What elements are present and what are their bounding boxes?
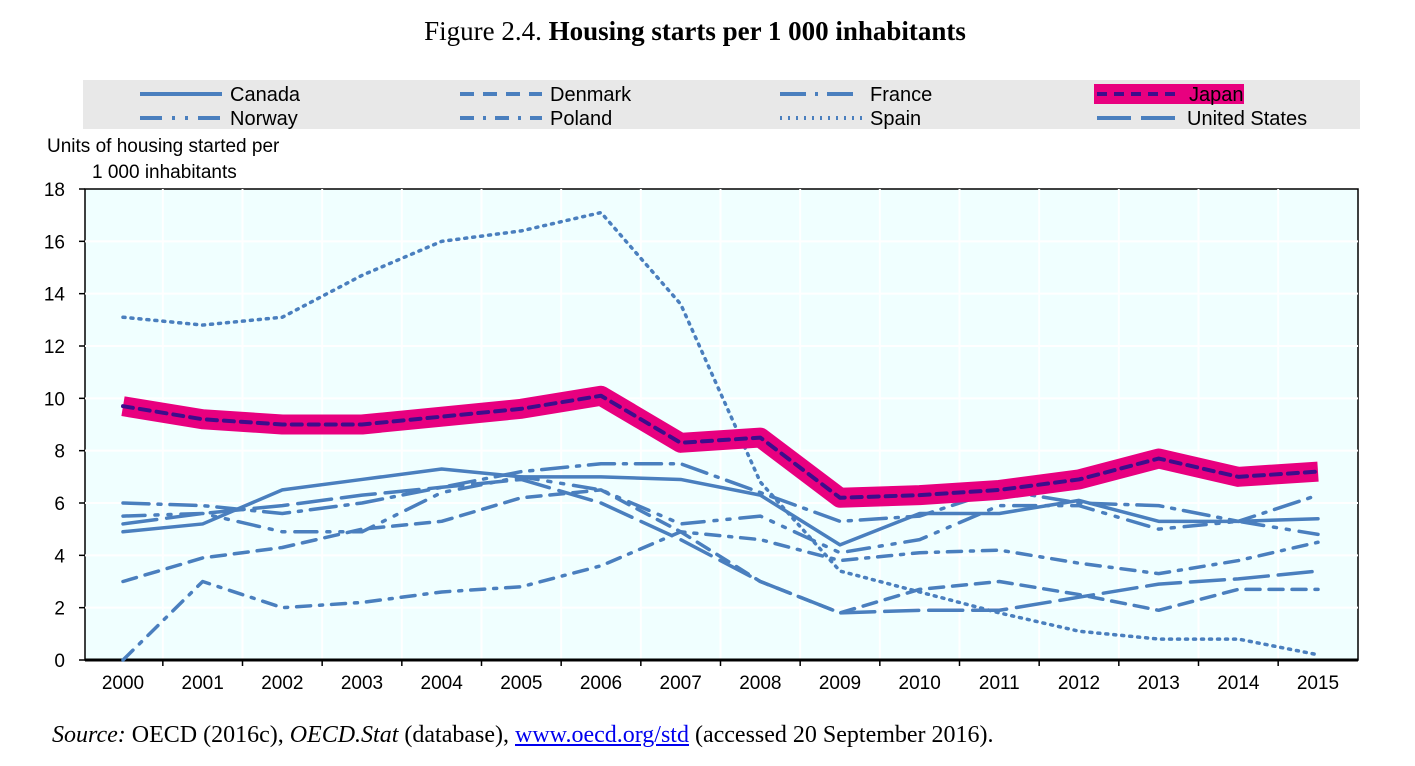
legend-label: Canada xyxy=(230,84,301,106)
y-tick-label: 8 xyxy=(54,442,65,463)
x-tick-label: 2012 xyxy=(1058,673,1100,694)
x-tick-label: 2009 xyxy=(819,673,861,694)
x-tick-label: 2001 xyxy=(182,673,224,694)
legend-label: Denmark xyxy=(550,84,632,106)
source-db: OECD.Stat xyxy=(289,722,399,748)
legend-item-spain: Spain xyxy=(780,108,921,130)
x-tick-label: 2002 xyxy=(261,673,303,694)
source-text: OECD (2016c), xyxy=(125,722,290,748)
legend-item-poland: Poland xyxy=(460,108,612,130)
series-norway-line xyxy=(121,475,1320,555)
series-united-states-line xyxy=(121,477,1320,615)
legend-item-japan: Japan xyxy=(1094,84,1244,106)
legend-item-france: France xyxy=(780,84,932,106)
series-poland-line xyxy=(121,530,1320,662)
series-canada-line xyxy=(121,467,1320,547)
y-tick-label: 2 xyxy=(54,599,65,620)
x-tick-label: 2015 xyxy=(1297,673,1339,694)
y-tick-label: 12 xyxy=(44,337,65,358)
y-tick-label: 0 xyxy=(54,651,65,672)
source-text: (accessed 20 September 2016). xyxy=(688,722,994,748)
legend-label: Norway xyxy=(230,108,298,130)
legend-label: Japan xyxy=(1189,84,1244,106)
y-tick-label: 14 xyxy=(44,285,66,306)
y-tick-label: 4 xyxy=(54,546,65,567)
x-tick-label: 2000 xyxy=(102,673,144,694)
y-tick-label: 6 xyxy=(54,494,65,515)
x-tick-label: 2004 xyxy=(421,673,464,694)
legend-item-canada: Canada xyxy=(140,84,301,106)
x-tick-label: 2005 xyxy=(500,673,542,694)
x-tick-label: 2014 xyxy=(1217,673,1260,694)
series-france-line xyxy=(121,462,1320,524)
source-text: (database), xyxy=(398,722,515,748)
y-tick-label: 18 xyxy=(44,180,65,201)
figure-label: Figure 2.4. xyxy=(424,16,542,46)
legend-label: Poland xyxy=(550,108,612,130)
x-tick-label: 2003 xyxy=(341,673,383,694)
chart-title: Figure 2.4. Housing starts per 1 000 inh… xyxy=(0,16,1390,47)
x-tick-label: 2011 xyxy=(979,673,1020,694)
y-axis-label: Units of housing started per xyxy=(47,136,280,157)
series-japan-line xyxy=(121,393,1320,500)
legend-item-norway: Norway xyxy=(140,108,298,130)
y-tick-label: 10 xyxy=(44,389,65,410)
legend-label: France xyxy=(870,84,932,106)
x-tick-label: 2006 xyxy=(580,673,622,694)
legend-label: Spain xyxy=(870,108,921,130)
title-text: Housing starts per 1 000 inhabitants xyxy=(548,16,966,46)
source-link[interactable]: www.oecd.org/std xyxy=(515,722,689,748)
legend-item-denmark: Denmark xyxy=(460,84,632,106)
series-denmark-line xyxy=(121,488,1320,615)
y-axis-label: 1 000 inhabitants xyxy=(92,162,237,183)
x-tick-label: 2010 xyxy=(899,673,941,694)
legend-item-united-states: United States xyxy=(1097,108,1307,130)
x-tick-label: 2008 xyxy=(739,673,781,694)
legend-label: United States xyxy=(1187,108,1307,130)
source-note: Source: OECD (2016c), OECD.Stat (databas… xyxy=(52,722,994,749)
x-tick-label: 2007 xyxy=(660,673,702,694)
x-tick-label: 2013 xyxy=(1138,673,1180,694)
source-label: Source: xyxy=(52,722,126,748)
y-tick-label: 16 xyxy=(44,232,65,253)
